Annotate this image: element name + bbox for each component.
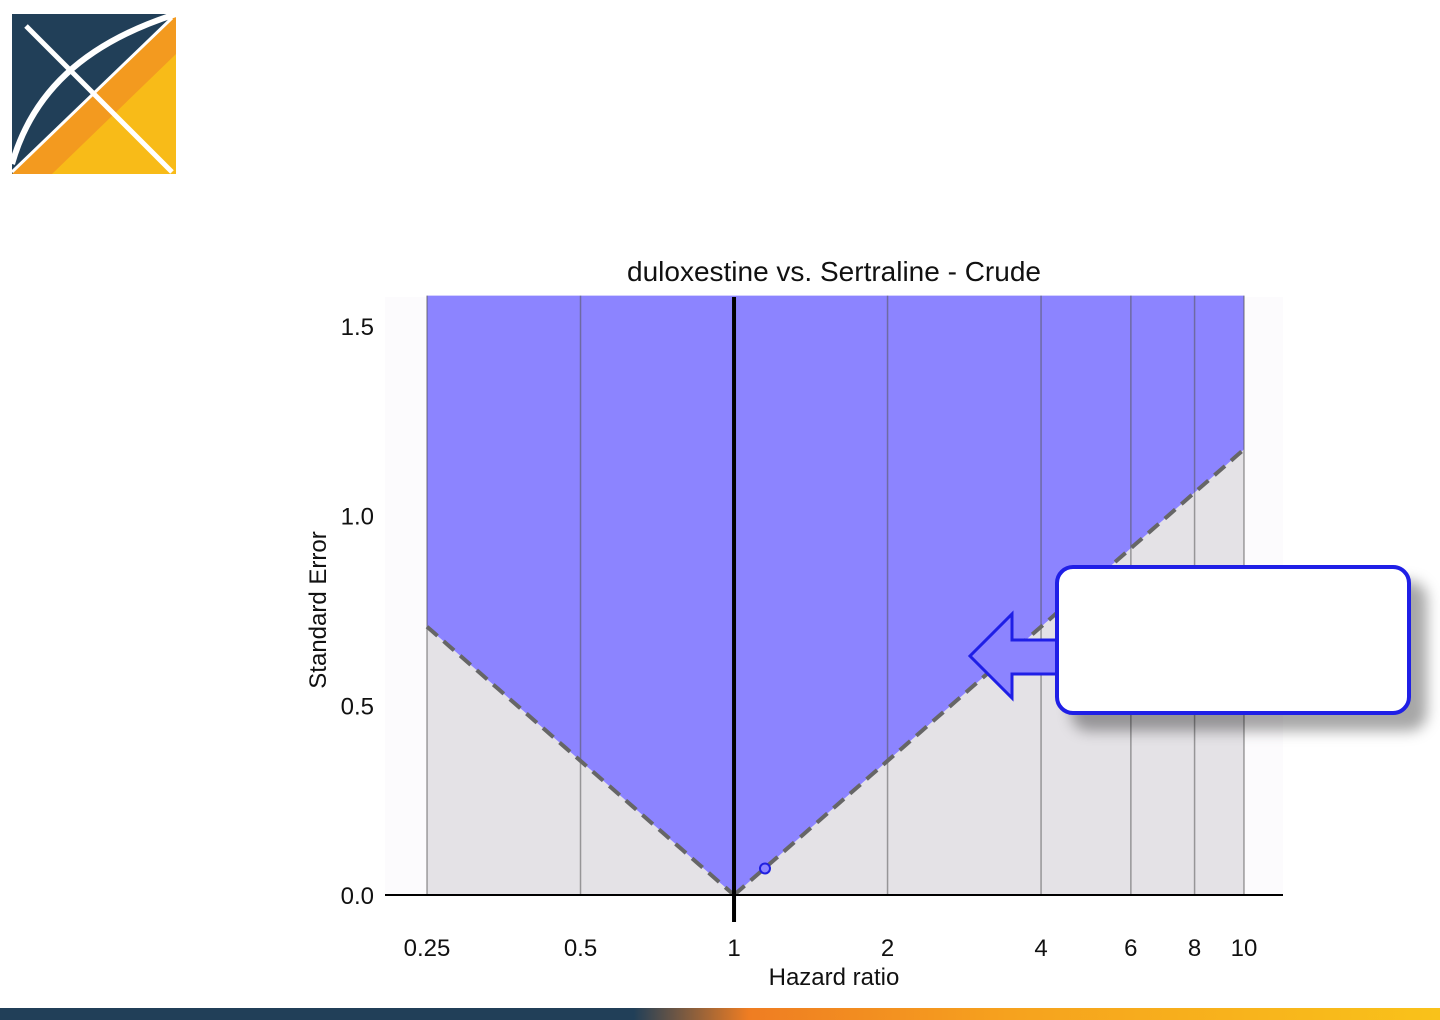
logo-x-stroke-2 bbox=[12, 16, 174, 174]
data-points bbox=[758, 862, 771, 875]
logo bbox=[12, 14, 176, 174]
x-tick-label: 2 bbox=[881, 935, 894, 962]
data-point-0 bbox=[758, 862, 771, 875]
x-tick-labels: 0.25 0.5 1 2 4 6 8 10 bbox=[404, 935, 1258, 962]
callout-box bbox=[1055, 565, 1411, 715]
logo-x-stroke-1 bbox=[24, 24, 174, 174]
y-axis-label: Standard Error bbox=[305, 531, 332, 688]
gridlines bbox=[426, 295, 1245, 895]
y-tick-label: 0.5 bbox=[341, 693, 374, 720]
x-tick-label: 10 bbox=[1231, 935, 1258, 962]
x-tick-label: 4 bbox=[1034, 935, 1047, 962]
significance-boundary-left bbox=[425, 625, 736, 897]
x-tick-label: 0.5 bbox=[564, 935, 597, 962]
x-tick-label: 1 bbox=[727, 935, 740, 962]
y-tick-label: 1.5 bbox=[341, 314, 374, 341]
y-tick-label: 0.0 bbox=[341, 883, 374, 910]
x-tick-label: 0.25 bbox=[404, 935, 451, 962]
x-tick-label: 6 bbox=[1124, 935, 1137, 962]
y-tick-labels: 0.0 0.5 1.0 1.5 bbox=[341, 314, 374, 910]
footer-gradient-bar bbox=[0, 1008, 1440, 1020]
significant-region bbox=[427, 449, 1244, 895]
callout-arrow bbox=[967, 610, 1062, 702]
x-tick-label: 8 bbox=[1188, 935, 1201, 962]
y-tick-label: 1.0 bbox=[341, 504, 374, 531]
non-significant-region bbox=[427, 295, 1244, 895]
logo-swoosh bbox=[12, 14, 176, 165]
x-axis-label: Hazard ratio bbox=[769, 964, 900, 991]
chart-title: duloxestine vs. Sertraline - Crude bbox=[627, 256, 1041, 287]
